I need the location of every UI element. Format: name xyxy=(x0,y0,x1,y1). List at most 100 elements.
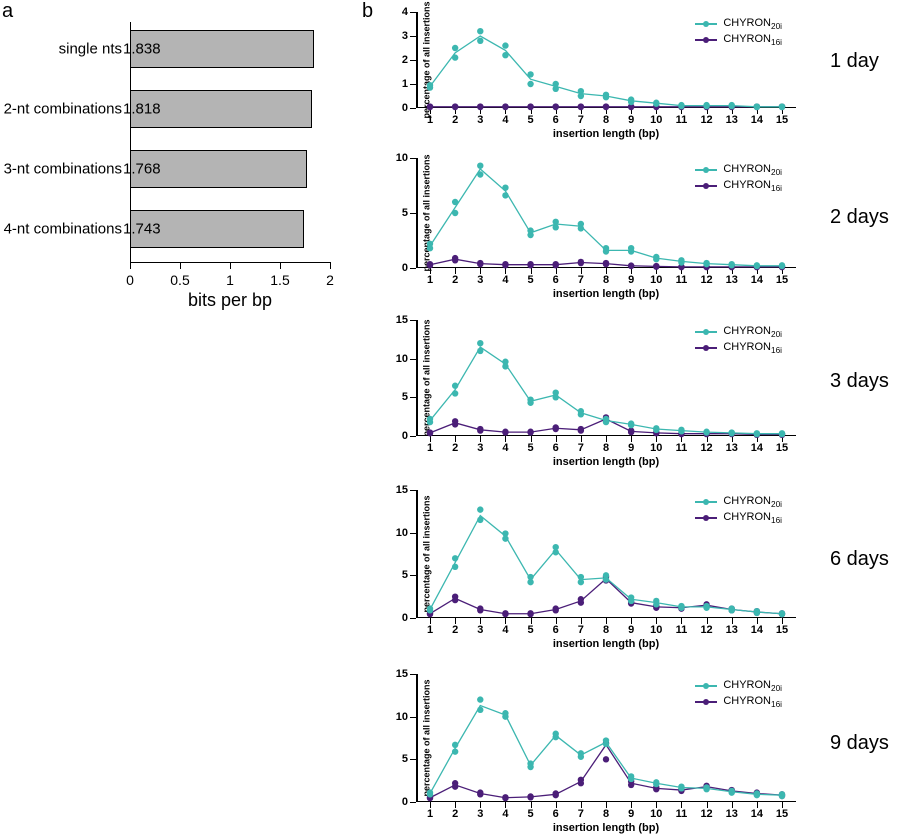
series-point-chyron20i xyxy=(502,192,508,198)
series-point-chyron20i xyxy=(779,103,785,109)
series-point-chyron20i xyxy=(452,748,458,754)
series-point-chyron20i xyxy=(452,390,458,396)
series-point-chyron20i xyxy=(754,430,760,436)
bar-value-label: 1.818 xyxy=(123,101,305,118)
day-label: 6 days xyxy=(830,548,889,571)
series-point-chyron20i xyxy=(779,610,785,616)
series-point-chyron20i xyxy=(527,574,533,580)
series-point-chyron16i xyxy=(502,103,508,109)
panel-b: 01234123456789101112131415insertion leng… xyxy=(370,6,890,826)
series-point-chyron20i xyxy=(452,54,458,60)
series-point-chyron16i xyxy=(603,756,609,762)
series-point-chyron20i xyxy=(678,102,684,108)
yticklabel: 10 xyxy=(396,527,416,539)
series-point-chyron16i xyxy=(527,793,533,799)
series-point-chyron20i xyxy=(452,564,458,570)
yticklabel: 0 xyxy=(402,796,416,808)
series-point-chyron20i xyxy=(502,185,508,191)
series-point-chyron20i xyxy=(477,517,483,523)
series-point-chyron20i xyxy=(527,227,533,233)
series-point-chyron20i xyxy=(703,603,709,609)
panel-a-xlabel: bits per bp xyxy=(130,290,330,311)
yticklabel: 15 xyxy=(396,668,416,680)
series-point-chyron16i xyxy=(452,593,458,599)
panel-a-label: a xyxy=(2,0,13,23)
yticklabel: 5 xyxy=(402,391,416,403)
series-point-chyron16i xyxy=(578,103,584,109)
series-point-chyron16i xyxy=(477,260,483,266)
series-point-chyron16i xyxy=(628,262,634,268)
series-point-chyron20i xyxy=(578,221,584,227)
series-svg xyxy=(416,674,796,802)
series-point-chyron20i xyxy=(427,416,433,422)
series-point-chyron20i xyxy=(502,710,508,716)
series-point-chyron16i xyxy=(553,424,559,430)
series-point-chyron20i xyxy=(628,96,634,102)
series-point-chyron16i xyxy=(502,261,508,267)
series-point-chyron20i xyxy=(729,261,735,267)
series-point-chyron16i xyxy=(427,103,433,109)
series-point-chyron20i xyxy=(754,608,760,614)
series-svg xyxy=(416,320,796,436)
yticklabel: 10 xyxy=(396,711,416,723)
series-point-chyron20i xyxy=(779,262,785,268)
series-point-chyron20i xyxy=(729,429,735,435)
series-point-chyron20i xyxy=(452,742,458,748)
series-point-chyron20i xyxy=(603,416,609,422)
series-point-chyron20i xyxy=(729,788,735,794)
series-point-chyron16i xyxy=(452,418,458,424)
series-point-chyron20i xyxy=(477,28,483,34)
series-point-chyron20i xyxy=(502,42,508,48)
day-label: 9 days xyxy=(830,732,889,755)
series-point-chyron16i xyxy=(502,429,508,435)
bar-row: single nts1.838 xyxy=(130,30,330,68)
panel-a-xticklabel: 0 xyxy=(126,272,134,288)
series-point-chyron20i xyxy=(603,737,609,743)
series-point-chyron16i xyxy=(527,610,533,616)
series-point-chyron20i xyxy=(628,420,634,426)
yticklabel: 15 xyxy=(396,484,416,496)
series-point-chyron20i xyxy=(477,707,483,713)
series-point-chyron20i xyxy=(477,696,483,702)
series-point-chyron16i xyxy=(578,596,584,602)
series-point-chyron20i xyxy=(427,789,433,795)
series-point-chyron20i xyxy=(628,245,634,251)
series-point-chyron16i xyxy=(553,605,559,611)
series-point-chyron20i xyxy=(653,425,659,431)
series-svg xyxy=(416,12,796,108)
series-point-chyron16i xyxy=(527,103,533,109)
series-line-chyron20i xyxy=(430,706,782,796)
yticklabel: 0 xyxy=(402,612,416,624)
bar-row: 3-nt combinations1.768 xyxy=(130,150,330,188)
series-point-chyron20i xyxy=(477,38,483,44)
series-point-chyron20i xyxy=(754,262,760,268)
day-label: 2 days xyxy=(830,206,889,229)
bar-row: 4-nt combinations1.743 xyxy=(130,210,330,248)
series-point-chyron20i xyxy=(452,199,458,205)
day-label: 1 day xyxy=(830,50,879,73)
series-point-chyron20i xyxy=(553,389,559,395)
xlabel: insertion length (bp) xyxy=(416,108,796,140)
panel-a-xticklabel: 1 xyxy=(226,272,234,288)
bar: 1.743 xyxy=(130,210,304,248)
series-point-chyron20i xyxy=(452,555,458,561)
series-point-chyron20i xyxy=(653,254,659,260)
series-point-chyron16i xyxy=(578,426,584,432)
panel-a-xticklabel: 0.5 xyxy=(170,272,189,288)
series-point-chyron16i xyxy=(477,789,483,795)
line-plot: 01234123456789101112131415insertion leng… xyxy=(416,12,796,108)
yticklabel: 2 xyxy=(402,54,416,66)
bar: 1.818 xyxy=(130,90,312,128)
xlabel: insertion length (bp) xyxy=(416,436,796,468)
series-point-chyron20i xyxy=(754,790,760,796)
bar-value-label: 1.768 xyxy=(123,161,300,178)
series-point-chyron20i xyxy=(553,224,559,230)
bar-category-label: 4-nt combinations xyxy=(4,221,130,238)
series-point-chyron16i xyxy=(553,261,559,267)
series-point-chyron20i xyxy=(578,574,584,580)
series-point-chyron20i xyxy=(703,260,709,266)
line-plot: 051015123456789101112131415insertion len… xyxy=(416,490,796,618)
yticklabel: 10 xyxy=(396,353,416,365)
series-point-chyron20i xyxy=(527,71,533,77)
series-point-chyron16i xyxy=(477,103,483,109)
